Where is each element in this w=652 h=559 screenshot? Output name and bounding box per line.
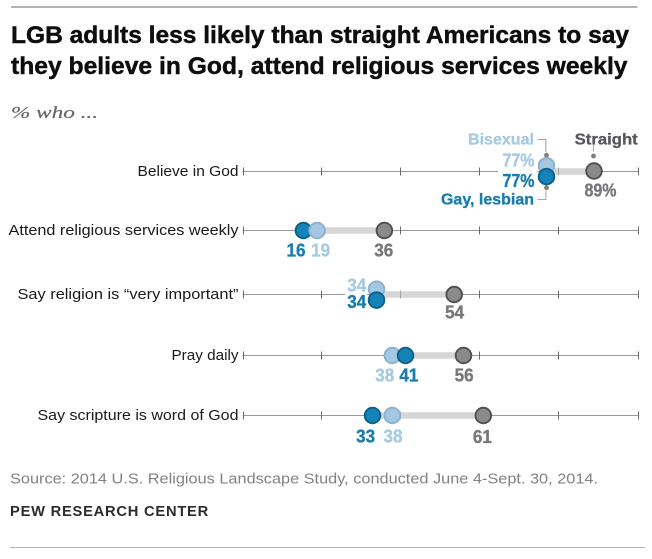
- svg-text:77%: 77%: [503, 150, 535, 170]
- svg-text:PEW RESEARCH CENTER: PEW RESEARCH CENTER: [10, 503, 209, 520]
- svg-text:38: 38: [375, 366, 394, 386]
- svg-text:LGB adults less likely than st: LGB adults less likely than straight Ame…: [11, 22, 630, 49]
- svg-text:41: 41: [399, 366, 418, 386]
- svg-text:56: 56: [455, 366, 474, 386]
- svg-text:Say religion is “very importan: Say religion is “very important”: [18, 286, 239, 303]
- svg-text:Believe in God: Believe in God: [138, 163, 239, 180]
- svg-text:Gay, lesbian: Gay, lesbian: [441, 192, 534, 209]
- svg-text:36: 36: [374, 241, 393, 261]
- svg-text:19: 19: [311, 241, 330, 261]
- svg-text:77%: 77%: [503, 171, 535, 191]
- svg-text:Say scripture is word of God: Say scripture is word of God: [38, 407, 239, 424]
- svg-text:Attend religious services week: Attend religious services weekly: [9, 222, 240, 239]
- svg-text:54: 54: [445, 302, 464, 322]
- svg-text:Pray daily: Pray daily: [172, 347, 240, 364]
- svg-text:they believe in God, attend re: they believe in God, attend religious se…: [11, 53, 628, 80]
- svg-text:Straight: Straight: [575, 131, 638, 148]
- svg-text:34: 34: [347, 292, 366, 312]
- svg-text:Source: 2014 U.S. Religious La: Source: 2014 U.S. Religious Landscape St…: [10, 471, 598, 488]
- svg-text:34: 34: [347, 275, 366, 295]
- svg-text:33: 33: [356, 426, 375, 446]
- svg-text:16: 16: [287, 241, 306, 261]
- svg-text:38: 38: [384, 426, 403, 446]
- svg-text:Bisexual: Bisexual: [468, 131, 534, 148]
- svg-text:89%: 89%: [585, 181, 617, 201]
- svg-text:% who ...: % who ...: [11, 103, 98, 122]
- svg-text:61: 61: [473, 427, 492, 447]
